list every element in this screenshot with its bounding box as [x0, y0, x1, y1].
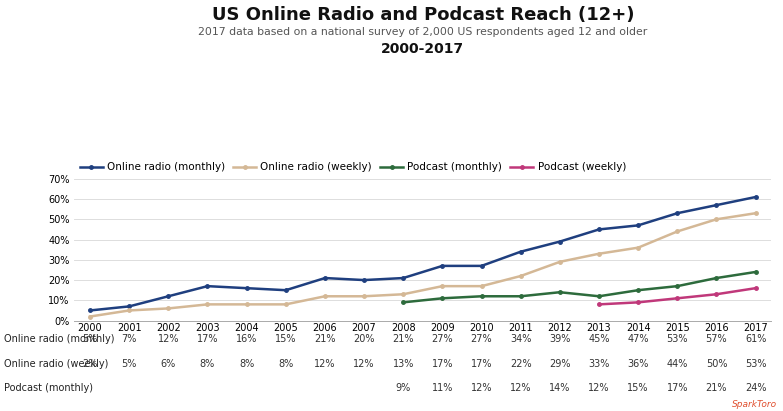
- Text: 6%: 6%: [161, 359, 176, 369]
- Text: 61%: 61%: [745, 334, 767, 344]
- Text: 27%: 27%: [431, 334, 453, 344]
- Text: 53%: 53%: [745, 359, 767, 369]
- Text: 21%: 21%: [705, 383, 727, 393]
- Text: 12%: 12%: [510, 383, 532, 393]
- Text: 27%: 27%: [471, 334, 493, 344]
- Text: 5%: 5%: [121, 359, 137, 369]
- Text: 21%: 21%: [314, 334, 336, 344]
- Text: 15%: 15%: [275, 334, 297, 344]
- Text: Online radio (weekly): Online radio (weekly): [4, 359, 108, 369]
- Text: 39%: 39%: [549, 334, 571, 344]
- Text: MC: MC: [19, 27, 47, 45]
- Text: 12%: 12%: [314, 359, 336, 369]
- Text: 36%: 36%: [627, 359, 649, 369]
- Text: 24%: 24%: [745, 383, 767, 393]
- Text: 8%: 8%: [239, 359, 254, 369]
- Text: 45%: 45%: [588, 334, 610, 344]
- Text: 44%: 44%: [666, 359, 688, 369]
- Text: 17%: 17%: [197, 334, 218, 344]
- Text: 57%: 57%: [705, 334, 727, 344]
- Text: 8%: 8%: [278, 359, 294, 369]
- Text: 16%: 16%: [236, 334, 258, 344]
- Text: 22%: 22%: [510, 359, 532, 369]
- Text: SparkToro: SparkToro: [732, 400, 778, 409]
- Text: 12%: 12%: [157, 334, 179, 344]
- Text: 29%: 29%: [549, 359, 571, 369]
- Text: 12%: 12%: [471, 383, 493, 393]
- Text: 33%: 33%: [588, 359, 610, 369]
- Text: 34%: 34%: [510, 334, 532, 344]
- Text: 2000-2017: 2000-2017: [381, 42, 464, 56]
- Text: 5%: 5%: [82, 334, 98, 344]
- Text: 9%: 9%: [395, 383, 411, 393]
- Text: 14%: 14%: [549, 383, 571, 393]
- Text: 12%: 12%: [588, 383, 610, 393]
- Text: 13%: 13%: [392, 359, 414, 369]
- Text: 53%: 53%: [666, 334, 688, 344]
- Text: 2017 data based on a national survey of 2,000 US respondents aged 12 and older: 2017 data based on a national survey of …: [198, 27, 648, 37]
- Text: 8%: 8%: [200, 359, 215, 369]
- Text: 21%: 21%: [392, 334, 414, 344]
- Text: Online radio (monthly): Online radio (monthly): [4, 334, 114, 344]
- Text: 50%: 50%: [705, 359, 727, 369]
- Text: 17%: 17%: [431, 359, 453, 369]
- Text: Podcast (monthly): Podcast (monthly): [4, 383, 93, 393]
- Text: 15%: 15%: [627, 383, 649, 393]
- Text: 20%: 20%: [353, 334, 375, 344]
- Text: 12%: 12%: [353, 359, 375, 369]
- Legend: Online radio (monthly), Online radio (weekly), Podcast (monthly), Podcast (weekl: Online radio (monthly), Online radio (we…: [80, 162, 626, 172]
- Text: 17%: 17%: [666, 383, 688, 393]
- Text: 11%: 11%: [431, 383, 453, 393]
- Text: 17%: 17%: [471, 359, 493, 369]
- Text: 2%: 2%: [82, 359, 98, 369]
- Text: 7%: 7%: [121, 334, 137, 344]
- Text: US Online Radio and Podcast Reach (12+): US Online Radio and Podcast Reach (12+): [211, 6, 634, 24]
- Text: 47%: 47%: [627, 334, 649, 344]
